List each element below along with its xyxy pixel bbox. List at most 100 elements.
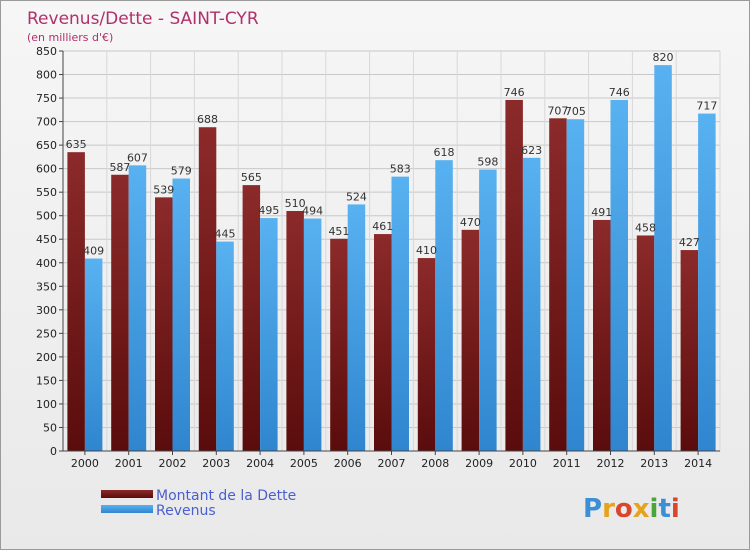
bar-debt xyxy=(374,234,392,451)
y-tick-label: 650 xyxy=(36,139,57,152)
data-label-debt: 451 xyxy=(328,225,349,238)
data-label-revenue: 618 xyxy=(434,146,455,159)
y-tick-label: 250 xyxy=(36,327,57,340)
data-label-debt: 458 xyxy=(635,221,656,234)
data-label-revenue: 495 xyxy=(258,204,279,217)
data-label-revenue: 820 xyxy=(653,51,674,64)
data-label-debt: 410 xyxy=(416,244,437,257)
bar-revenue xyxy=(698,113,716,452)
data-label-debt: 688 xyxy=(197,113,218,126)
legend-swatch-debt xyxy=(101,490,153,498)
y-tick-label: 800 xyxy=(36,69,57,82)
bar-revenue xyxy=(566,119,585,451)
bar-revenue xyxy=(347,204,366,451)
data-label-revenue: 746 xyxy=(609,86,630,99)
bar-debt xyxy=(242,185,261,451)
x-tick-label: 2012 xyxy=(597,457,625,470)
data-label-revenue: 494 xyxy=(302,205,323,218)
logo-letter: i xyxy=(671,494,680,524)
bar-revenue xyxy=(84,258,103,451)
bar-revenue xyxy=(303,218,322,451)
x-tick-label: 2004 xyxy=(246,457,274,470)
bar-debt xyxy=(286,211,304,451)
x-tick-label: 2005 xyxy=(290,457,318,470)
bar-revenue xyxy=(391,176,409,451)
bar-debt xyxy=(636,235,655,451)
bar-debt xyxy=(593,219,611,451)
logo-text: Proxiti xyxy=(583,494,680,524)
bar-revenue xyxy=(435,160,453,452)
data-label-debt: 470 xyxy=(460,216,481,229)
bar-debt xyxy=(330,238,348,451)
y-tick-label: 300 xyxy=(36,304,57,317)
bar-debt xyxy=(155,197,173,451)
axes: 0 50 100 150 200 250 300 350 400 450 500 550 600 650 7… xyxy=(36,45,720,470)
bar-revenue xyxy=(479,169,497,451)
y-tick-label: 200 xyxy=(36,351,57,364)
data-label-debt: 565 xyxy=(241,171,262,184)
logo-letter: i xyxy=(650,494,659,524)
y-tick-label: 50 xyxy=(43,421,57,434)
bar-debt xyxy=(111,174,129,451)
bar-debt xyxy=(549,118,567,451)
data-label-revenue: 445 xyxy=(215,228,236,241)
y-tick-label: 550 xyxy=(36,186,57,199)
data-label-debt: 587 xyxy=(109,161,130,174)
y-tick-label: 100 xyxy=(36,398,57,411)
data-label-revenue: 607 xyxy=(127,151,148,164)
y-tick-label: 400 xyxy=(36,257,57,270)
data-label-debt: 461 xyxy=(372,220,393,233)
data-label-debt: 746 xyxy=(504,86,525,99)
chart-subtitle: (en milliers d'€) xyxy=(27,31,113,44)
x-tick-label: 2014 xyxy=(684,457,712,470)
data-label-revenue: 623 xyxy=(521,144,542,157)
data-label-revenue: 524 xyxy=(346,190,367,203)
data-label-debt: 510 xyxy=(285,197,306,210)
bar-revenue xyxy=(610,99,628,452)
logo-letter: P xyxy=(583,494,602,524)
logo-letter: o xyxy=(615,494,633,524)
y-tick-label: 600 xyxy=(36,163,57,176)
x-tick-label: 2003 xyxy=(202,457,230,470)
bar-debt xyxy=(461,229,480,451)
data-label-debt: 491 xyxy=(591,206,612,219)
y-tick-label: 700 xyxy=(36,116,57,129)
data-label-revenue: 705 xyxy=(565,105,586,118)
data-label-revenue: 598 xyxy=(477,156,498,169)
bar-revenue xyxy=(172,178,190,451)
bar-debt xyxy=(67,152,85,452)
bar-debt xyxy=(417,258,436,451)
chart-title: Revenus/Dette - SAINT-CYR xyxy=(27,9,259,29)
x-tick-label: 2001 xyxy=(115,457,143,470)
y-tick-label: 850 xyxy=(36,45,57,58)
x-tick-label: 2011 xyxy=(553,457,581,470)
data-label-revenue: 579 xyxy=(171,165,192,178)
legend-label-debt: Montant de la Dette xyxy=(156,488,296,504)
data-label-debt: 635 xyxy=(66,138,87,151)
x-tick-label: 2009 xyxy=(465,457,493,470)
legend: Montant de la Dette Revenus xyxy=(101,488,296,519)
y-tick-label: 750 xyxy=(36,92,57,105)
x-tick-label: 2008 xyxy=(421,457,449,470)
data-label-debt: 427 xyxy=(679,236,700,249)
y-tick-label: 350 xyxy=(36,280,57,293)
y-tick-label: 150 xyxy=(36,374,57,387)
logo-letter: t xyxy=(658,494,670,524)
y-tick-label: 450 xyxy=(36,233,57,246)
bar-revenue xyxy=(522,157,541,451)
bars xyxy=(67,65,716,452)
data-label-revenue: 409 xyxy=(83,245,104,258)
x-tick-label: 2000 xyxy=(71,457,99,470)
bar-revenue xyxy=(260,218,278,451)
x-tick-label: 2013 xyxy=(640,457,668,470)
data-label-debt: 707 xyxy=(547,104,568,117)
bar-debt xyxy=(505,99,523,452)
legend-label-revenue: Revenus xyxy=(156,503,216,519)
bar-revenue xyxy=(128,165,147,451)
bar-revenue xyxy=(654,65,672,451)
bar-debt xyxy=(198,127,217,451)
logo-letter: r xyxy=(602,494,615,524)
x-tick-label: 2010 xyxy=(509,457,537,470)
